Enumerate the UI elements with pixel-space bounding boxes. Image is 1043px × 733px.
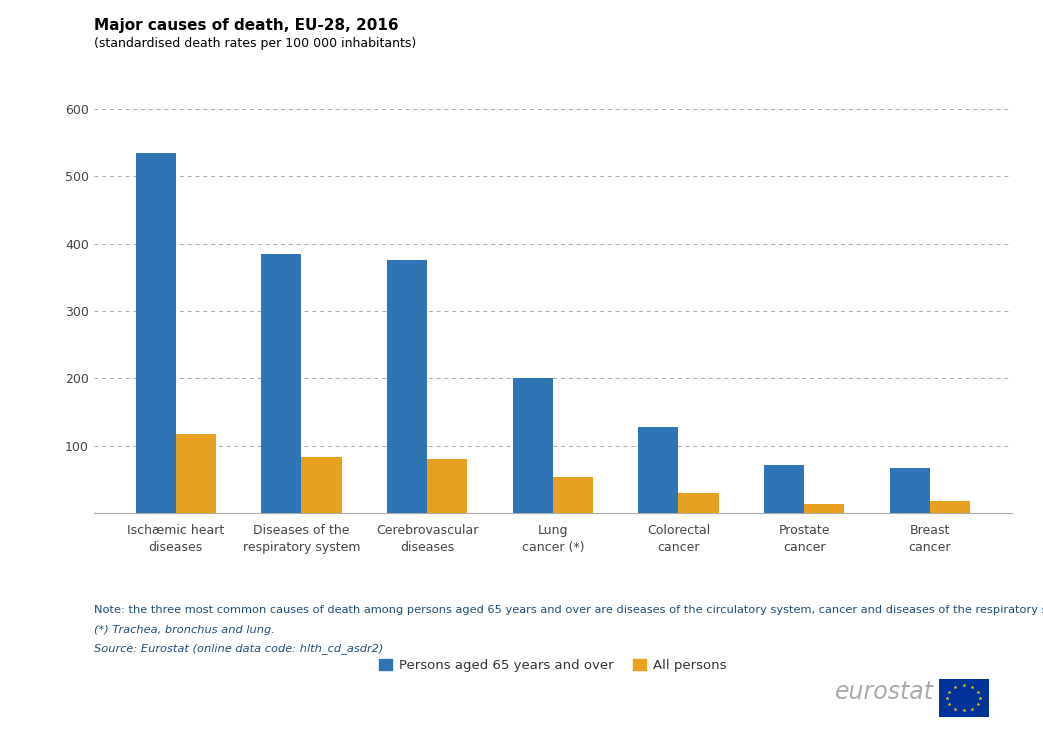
Text: (standardised death rates per 100 000 inhabitants): (standardised death rates per 100 000 in… — [94, 37, 416, 50]
Bar — [428, 459, 467, 513]
Text: (*) Trachea, bronchus and lung.: (*) Trachea, bronchus and lung. — [94, 625, 274, 635]
Legend: Persons aged 65 years and over, All persons: Persons aged 65 years and over, All pers… — [373, 653, 732, 677]
Text: eurostat: eurostat — [834, 679, 933, 704]
Bar — [387, 259, 428, 513]
Bar — [890, 468, 929, 513]
Bar — [301, 457, 342, 513]
Bar — [763, 465, 804, 513]
Bar — [804, 504, 845, 513]
Bar — [136, 152, 176, 513]
Bar — [176, 434, 216, 513]
Text: Note: the three most common causes of death among persons aged 65 years and over: Note: the three most common causes of de… — [94, 605, 1043, 615]
Bar — [678, 493, 719, 513]
Bar — [638, 427, 678, 513]
Text: Major causes of death, EU-28, 2016: Major causes of death, EU-28, 2016 — [94, 18, 398, 33]
Bar — [553, 477, 593, 513]
Text: Source: Eurostat (online data code: hlth_cd_asdr2): Source: Eurostat (online data code: hlth… — [94, 644, 383, 655]
Bar — [929, 501, 970, 513]
Bar — [261, 254, 301, 513]
Bar — [512, 378, 553, 513]
